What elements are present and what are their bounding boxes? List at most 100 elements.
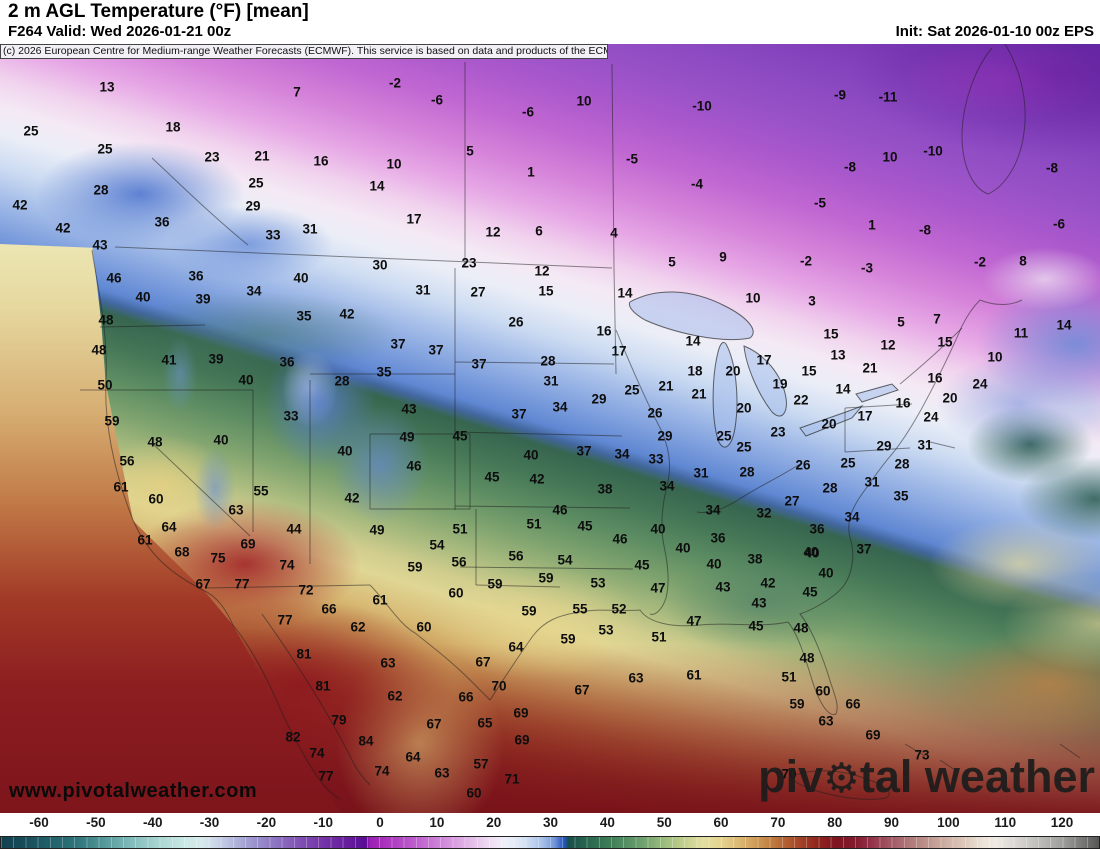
temp-value-label: 34 <box>552 399 568 415</box>
temp-value-label: 43 <box>751 595 767 611</box>
temp-value-label: 41 <box>161 352 177 368</box>
temp-value-label: 51 <box>452 521 468 537</box>
temp-value-label: 15 <box>823 326 839 342</box>
temp-value-label: 66 <box>458 689 474 705</box>
temp-value-label: 28 <box>334 373 350 389</box>
temp-value-label: 57 <box>473 756 489 772</box>
temp-value-label: 7 <box>933 311 941 327</box>
temp-value-label: 60 <box>416 619 432 635</box>
temp-value-label: 18 <box>687 363 703 379</box>
map-canvas: 13 7 -2 -6 10 -6 -10 -9 -11 25 18 23 21 16 5 10 -5 1 -4 -10… <box>0 44 1100 813</box>
temp-value-label: 31 <box>543 373 559 389</box>
temp-value-label: 10 <box>386 156 402 172</box>
temp-value-label: 36 <box>710 530 726 546</box>
colorbar-tick-label: 70 <box>770 815 786 830</box>
temp-value-label: 23 <box>770 424 786 440</box>
temp-value-label: 79 <box>331 712 347 728</box>
temp-value-label: 48 <box>799 650 815 666</box>
temp-value-label: 48 <box>98 312 114 328</box>
temp-value-label: 74 <box>279 557 295 573</box>
temp-value-label: 75 <box>210 550 226 566</box>
colorbar-tick-label: -20 <box>256 815 277 830</box>
temperature-labels: 13 7 -2 -6 10 -6 -10 -9 -11 25 18 23 21 16 5 10 -5 1 -4 -10… <box>0 44 1100 813</box>
temp-value-label: 31 <box>917 437 933 453</box>
temp-value-label: 70 <box>491 678 507 694</box>
colorbar-tick-label: 40 <box>599 815 615 830</box>
temp-value-label: 60 <box>448 585 464 601</box>
temp-value-label: 53 <box>598 622 614 638</box>
temp-value-label: 81 <box>315 678 331 694</box>
temp-value-label: 35 <box>376 364 392 380</box>
temp-value-label: 39 <box>208 351 224 367</box>
valid-time-text: F264 Valid: Wed 2026-01-21 00z <box>8 23 232 40</box>
temp-value-label: 51 <box>526 516 542 532</box>
temp-value-label: 42 <box>529 471 545 487</box>
temp-value-label: 53 <box>590 575 606 591</box>
temp-value-label: 31 <box>415 282 431 298</box>
temp-value-label: 25 <box>716 428 732 444</box>
temp-value-label: 42 <box>760 575 776 591</box>
temp-value-label: 20 <box>725 363 741 379</box>
temp-value-label: 33 <box>283 408 299 424</box>
temp-value-label: 63 <box>818 713 834 729</box>
temp-value-label: 77 <box>234 576 250 592</box>
gear-icon: ⚙ <box>823 755 860 801</box>
temp-value-label: 49 <box>399 429 415 445</box>
colorbar-tick-label: -60 <box>29 815 49 830</box>
temp-value-label: 19 <box>772 376 788 392</box>
borders-overlay <box>80 44 1081 800</box>
temp-value-label: 71 <box>504 771 520 787</box>
temp-value-label: 25 <box>248 175 264 191</box>
colorbar-tick-label: 10 <box>429 815 445 830</box>
watermark-brand: piv⚙tal weather <box>758 754 1095 799</box>
temp-value-label: 12 <box>880 337 896 353</box>
temp-value-label: 18 <box>165 119 181 135</box>
temp-value-label: 49 <box>369 522 385 538</box>
temp-value-label: 34 <box>246 283 262 299</box>
temp-value-label: 55 <box>572 601 588 617</box>
temp-value-label: 31 <box>693 465 709 481</box>
colorbar-tick-label: 0 <box>376 815 384 830</box>
colorbar-tick-label: -30 <box>199 815 220 830</box>
temp-value-label: 69 <box>513 705 529 721</box>
temp-value-label: 82 <box>285 729 301 745</box>
colorbar-tick-label: 90 <box>884 815 900 830</box>
temp-value-label: 29 <box>245 198 261 214</box>
temp-value-label: 38 <box>747 551 763 567</box>
temp-value-label: 69 <box>514 732 530 748</box>
temp-value-label: 63 <box>228 502 244 518</box>
temp-value-label: 23 <box>461 255 477 271</box>
temp-value-label: 61 <box>113 479 129 495</box>
temp-value-label: 33 <box>265 227 281 243</box>
temp-value-label: 3 <box>808 293 816 309</box>
temp-value-label: 13 <box>830 347 846 363</box>
temp-value-label: 9 <box>719 249 727 265</box>
temp-value-label: 11 <box>1013 325 1029 341</box>
temp-value-label: 51 <box>651 629 667 645</box>
watermark-site-url: www.pivotalweather.com <box>9 780 258 802</box>
temp-value-label: 14 <box>685 333 701 349</box>
temp-value-label: -5 <box>625 151 639 167</box>
temp-value-label: 69 <box>865 727 881 743</box>
temp-value-label: 37 <box>471 356 487 372</box>
temp-value-label: 73 <box>914 747 930 763</box>
temp-value-label: 28 <box>894 456 910 472</box>
temp-value-label: 45 <box>802 584 818 600</box>
temp-value-label: 27 <box>470 284 486 300</box>
temp-value-label: -10 <box>692 98 712 114</box>
colorbar-tick-label: 30 <box>543 815 559 830</box>
temp-value-label: 37 <box>428 342 444 358</box>
temp-value-label: 68 <box>174 544 190 560</box>
temp-value-label: -6 <box>521 104 535 120</box>
temp-value-label: 10 <box>576 93 592 109</box>
temp-value-label: 16 <box>927 370 943 386</box>
copyright-bar: (c) 2026 European Centre for Medium-rang… <box>0 44 608 59</box>
temp-value-label: 25 <box>97 141 113 157</box>
temp-value-label: 26 <box>795 457 811 473</box>
temp-value-label: 25 <box>840 455 856 471</box>
temp-value-label: 43 <box>715 579 731 595</box>
temp-value-label: -2 <box>388 75 402 91</box>
temp-value-label: 22 <box>793 392 809 408</box>
temp-value-label: 60 <box>148 491 164 507</box>
temp-value-label: 46 <box>106 270 122 286</box>
